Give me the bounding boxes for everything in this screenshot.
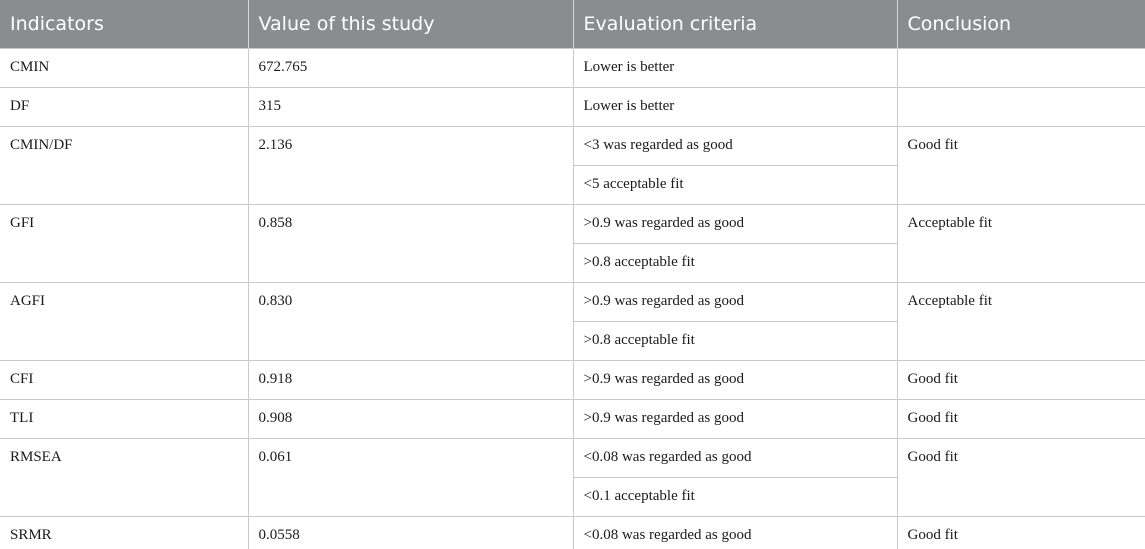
value-cell: 0.918 [247,359,574,400]
conclusion-cell: Good fit [896,515,1145,549]
criteria-cell: <5 acceptable fit [573,164,897,205]
criteria-cell: >0.9 was regarded as good [572,398,898,439]
criteria-cell: <0.1 acceptable fit [573,476,897,517]
value-cell: 0.0558 [247,515,574,549]
value-cell: 672.765 [247,47,574,88]
table-row: SRMR 0.0558 <0.08 was regarded as good G… [0,515,1145,549]
indicator-cell: CFI [0,359,249,400]
conclusion-cell: Good fit [896,359,1145,400]
conclusion-cell: Acceptable fit [896,281,1145,361]
criteria-cell: >0.9 was regarded as good [572,359,898,400]
conclusion-cell: Good fit [896,398,1145,439]
header-row: Indicators Value of this study Evaluatio… [0,0,1145,48]
indicator-cell: CMIN/DF [0,125,249,205]
criteria-cell: >0.8 acceptable fit [573,320,897,361]
criteria-cell: <0.08 was regarded as good [572,515,898,549]
table-row: CMIN 672.765 Lower is better [0,47,1145,88]
criteria-cell: Lower is better [572,86,898,127]
value-cell: 0.908 [247,398,574,439]
criteria-cell: Lower is better [572,47,898,88]
table-row: >0.8 acceptable fit [0,242,1145,283]
value-cell: 0.858 [247,203,574,283]
indicator-cell: CMIN [0,47,249,88]
criteria-cell: <0.08 was regarded as good [572,437,898,478]
criteria-cell: >0.8 acceptable fit [573,242,897,283]
header-indicators: Indicators [0,0,248,48]
value-cell: 0.830 [247,281,574,361]
indicator-cell: TLI [0,398,249,439]
criteria-cell: <3 was regarded as good [572,125,898,166]
conclusion-cell: Good fit [896,125,1145,205]
header-conclusion: Conclusion [896,0,1145,48]
conclusion-cell: Acceptable fit [896,203,1145,283]
table-row: DF 315 Lower is better [0,86,1145,127]
conclusion-cell: Good fit [896,437,1145,517]
indicator-cell: AGFI [0,281,249,361]
indicator-cell: DF [0,86,249,127]
header-value: Value of this study [247,0,573,48]
conclusion-cell [896,86,1145,127]
indicator-cell: GFI [0,203,249,283]
table-row: TLI 0.908 >0.9 was regarded as good Good… [0,398,1145,439]
value-cell: 2.136 [247,125,574,205]
value-cell: 0.061 [247,437,574,517]
table-row: CMIN/DF 2.136 <3 was regarded as good Go… [0,125,1145,205]
indicator-cell: RMSEA [0,437,249,517]
table-row: AGFI 0.830 >0.9 was regarded as good Acc… [0,281,1145,361]
conclusion-cell [896,47,1145,88]
criteria-cell: >0.9 was regarded as good [572,281,898,322]
table-row: CFI 0.918 >0.9 was regarded as good Good… [0,359,1145,400]
header-criteria: Evaluation criteria [572,0,897,48]
criteria-cell: >0.9 was regarded as good [572,203,898,244]
value-cell: 315 [247,86,574,127]
indicator-cell: SRMR [0,515,249,549]
table-row: RMSEA 0.061 <0.08 was regarded as good G… [0,437,1145,517]
table-row: <5 acceptable fit [0,164,1145,205]
table-row: GFI 0.858 >0.9 was regarded as good Acce… [0,203,1145,283]
